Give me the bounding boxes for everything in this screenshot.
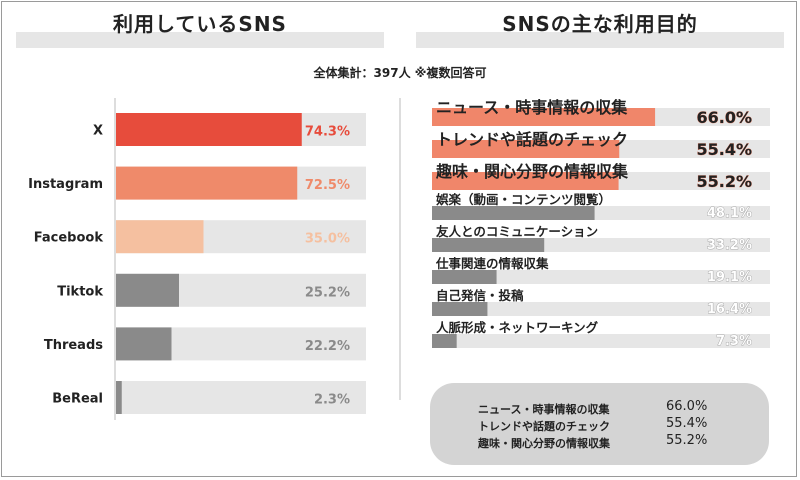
summary-box: ニュース・時事情報の収集 66.0% トレンドや話題のチェック 55.4% 趣味… [430,383,769,465]
left-bar-chart: X 74.3% Instagram 72.5% Facebook 35.0% Tiktok 2… [28,113,366,414]
category-label: ニュース・時事情報の収集 [436,98,628,117]
summary-label: 趣味・関心分野の情報収集 [478,437,610,450]
value-label: 19.1% [707,270,752,285]
left-chart-title: 利用しているSNS [113,12,287,36]
bar-tiktok [116,273,179,307]
category-label: Instagram [28,177,103,192]
bar-x [116,113,302,146]
value-label: 55.4% [696,140,752,159]
value-label: 74.3% [305,125,350,140]
right-chart-title: SNSの主な利用目的 [502,12,698,36]
bar-track [432,334,770,348]
value-label: 33.2% [707,238,752,253]
category-label: 友人とのコミュニケーション [435,224,598,239]
left-title-band [16,32,384,48]
category-label: Threads [44,338,103,353]
purpose-bar [432,172,619,190]
bar-bereal [116,381,122,414]
purpose-bar [432,140,620,158]
summary-label: ニュース・時事情報の収集 [478,403,610,416]
summary-label: トレンドや話題のチェック [478,420,610,433]
purpose-bar [432,238,545,252]
category-label: 人脈形成・ネットワーキング [436,320,599,335]
right-bar-chart: ニュース・時事情報の収集 66.0% トレンドや話題のチェック 55.4% 趣味・関心分… [432,98,770,349]
category-label: 娯楽（動画・コンテンツ閲覧） [436,192,611,207]
sample-note: 全体集計：397人 ※複数回答可 [313,66,487,80]
category-label: トレンドや話題のチェック [436,130,628,149]
purpose-bar [432,302,488,316]
right-title-band [416,32,784,48]
category-label: BeReal [52,392,103,407]
summary-value: 55.2% [666,433,708,448]
value-label: 7.3% [716,334,752,349]
purpose-bar [432,206,595,220]
purpose-bar [432,334,457,348]
value-label: 72.5% [305,178,350,193]
value-label: 16.4% [707,302,752,317]
category-label: 自己発信・投稿 [436,288,524,303]
value-label: 35.0% [305,232,350,247]
value-label: 66.0% [696,108,752,127]
purpose-bar [432,270,497,284]
bar-track [432,270,770,284]
category-label: Tiktok [57,284,103,299]
category-label: X [93,124,103,139]
bar-track [116,381,366,414]
purpose-bar [432,108,656,126]
bar-facebook [116,220,204,254]
value-label: 2.3% [314,393,350,408]
bar-threads [116,327,172,361]
value-label: 25.2% [305,285,350,300]
summary-value: 55.4% [666,416,708,431]
value-label: 22.2% [305,339,350,354]
category-label: 趣味・関心分野の情報収集 [435,162,629,181]
bar-track [432,302,770,316]
summary-value: 66.0% [666,399,708,414]
value-label: 48.1% [707,206,752,221]
category-label: Facebook [34,231,104,246]
value-label: 55.2% [696,172,752,191]
category-label: 仕事関連の情報収集 [435,256,549,271]
bar-instagram [116,166,298,200]
